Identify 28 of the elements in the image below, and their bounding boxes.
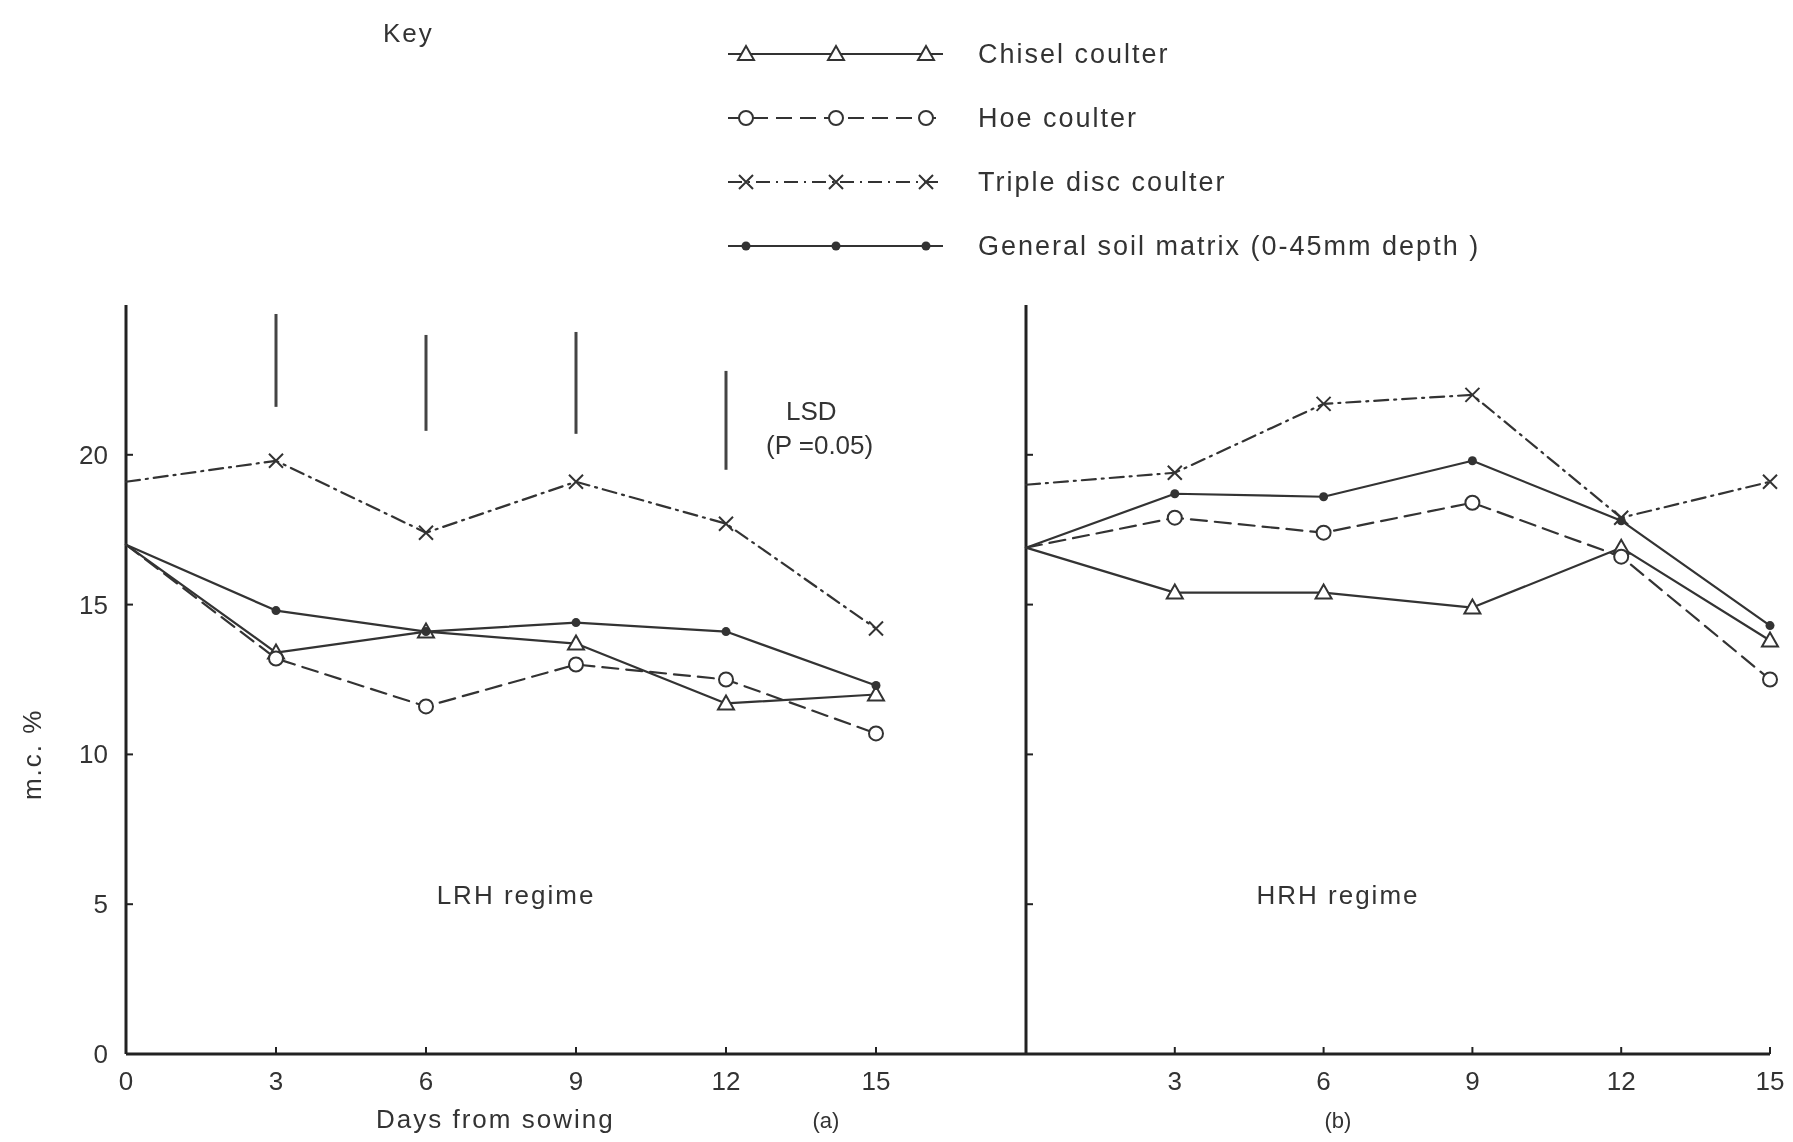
x-tick-label: 15: [861, 1066, 891, 1096]
y-tick-label: 15: [79, 589, 108, 620]
text: (a): [812, 1108, 840, 1133]
y-tick-label: 5: [93, 889, 108, 920]
series-label: LSD (P =0.05): [766, 396, 874, 461]
y-tick-label: 20: [79, 439, 108, 470]
x-tick-label: 9: [1465, 1066, 1480, 1096]
x-tick-label: 9: [568, 1066, 584, 1096]
y-tick-label: 0: [93, 1039, 108, 1069]
legend-label: General soil matrix (0-45mm depth ): [978, 231, 1481, 261]
y-tick-label: 10: [79, 739, 108, 770]
x-tick-label: 12: [711, 1066, 741, 1096]
x-tick-label: 6: [1316, 1066, 1331, 1096]
legend-label: Hoe coulter: [978, 103, 1139, 133]
x-tick-label: 3: [1167, 1066, 1183, 1096]
legend-title: Key: [383, 18, 434, 48]
annotation: LRH regime: [436, 880, 596, 911]
annotation: HRH regime: [1256, 880, 1420, 911]
y-axis-title: m.c. %: [17, 708, 47, 801]
legend-label: Triple disc coulter: [978, 167, 1227, 197]
x-tick-label: 15: [1755, 1066, 1785, 1096]
text: (b): [1324, 1108, 1352, 1133]
x-tick-label: 6: [418, 1066, 434, 1096]
x-tick-label: 3: [268, 1066, 284, 1096]
x-axis-title: Days from sowing: [376, 1104, 615, 1134]
legend-label: Chisel coulter: [978, 39, 1170, 69]
x-tick-label: 0: [118, 1066, 134, 1096]
x-tick-label: 12: [1606, 1066, 1636, 1096]
